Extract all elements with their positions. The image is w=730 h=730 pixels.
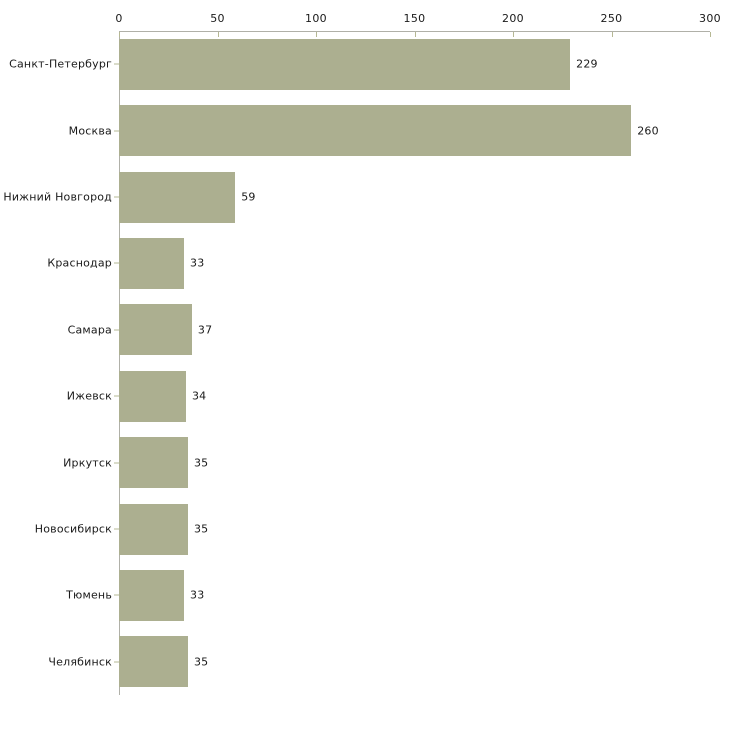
category-label-wrap: Нижний Новгород (0, 191, 112, 210)
y-tick (114, 262, 119, 264)
bar[interactable] (119, 171, 236, 223)
category-label-wrap: Тюмень (0, 589, 112, 608)
x-tick-0 (119, 32, 120, 37)
x-tick-label: 300 (699, 12, 721, 25)
category-label-wrap: Санкт-Петербург (0, 58, 112, 77)
x-tick-label: 200 (502, 12, 524, 25)
bar-value-label: 35 (193, 655, 209, 669)
category-label-wrap: Москва (0, 124, 112, 144)
y-axis-line (119, 31, 120, 695)
y-tick (114, 462, 119, 464)
x-tick-200 (513, 32, 514, 37)
x-tick-100 (316, 32, 317, 37)
bar[interactable] (119, 105, 632, 157)
category-label-wrap: Иркутск (0, 456, 112, 476)
y-tick (114, 196, 119, 198)
y-tick (114, 594, 119, 596)
category-label: Краснодар (47, 256, 112, 270)
y-tick (114, 329, 119, 331)
bar-value-label: 35 (193, 522, 209, 536)
category-label-wrap: Новосибирск (0, 523, 112, 542)
category-label: Челябинск (48, 655, 112, 669)
x-axis-line (119, 31, 710, 32)
bar[interactable] (119, 370, 186, 422)
category-label: Иркутск (63, 456, 112, 470)
category-label: Нижний Новгород (3, 190, 112, 204)
x-tick-label: 150 (403, 12, 426, 25)
category-label: Ижевск (66, 389, 112, 403)
bar[interactable] (119, 38, 571, 90)
bar-value-label: 33 (190, 256, 205, 270)
x-tick-label: 100 (305, 12, 327, 25)
bar-value-label: 33 (190, 588, 205, 602)
category-label: Самара (67, 323, 112, 337)
bar[interactable] (119, 503, 188, 555)
x-tick-300 (710, 32, 711, 37)
bar[interactable] (119, 569, 184, 621)
x-tick-150 (414, 32, 416, 37)
x-tick-250 (611, 32, 613, 37)
category-label: Тюмень (66, 588, 112, 602)
bar-value-label: 229 (576, 57, 598, 71)
category-label: Санкт-Петербург (9, 57, 112, 71)
x-tick-label: 0 (115, 12, 123, 25)
bar[interactable] (119, 437, 188, 489)
bar[interactable] (119, 636, 188, 688)
category-label: Москва (68, 124, 112, 138)
bar-value-label: 260 (637, 124, 659, 138)
bar-value-label: 34 (191, 389, 207, 403)
y-tick (114, 130, 119, 132)
bar-value-label: 35 (193, 456, 209, 470)
y-tick (114, 63, 119, 65)
category-label-wrap: Челябинск (0, 655, 112, 675)
y-tick (114, 528, 119, 530)
y-tick (114, 661, 119, 663)
bar-value-label: 37 (197, 323, 213, 337)
x-tick-label: 50 (210, 12, 225, 25)
category-label-wrap: Краснодар (0, 257, 112, 276)
x-tick-50 (217, 32, 219, 37)
x-tick-label: 250 (600, 12, 623, 25)
category-label-wrap: Самара (0, 323, 112, 343)
category-label-wrap: Ижевск (0, 390, 112, 409)
bar[interactable] (119, 237, 184, 289)
y-tick (114, 395, 119, 397)
bar[interactable] (119, 304, 192, 356)
bar-value-label: 59 (241, 190, 256, 204)
category-label: Новосибирск (34, 522, 112, 536)
